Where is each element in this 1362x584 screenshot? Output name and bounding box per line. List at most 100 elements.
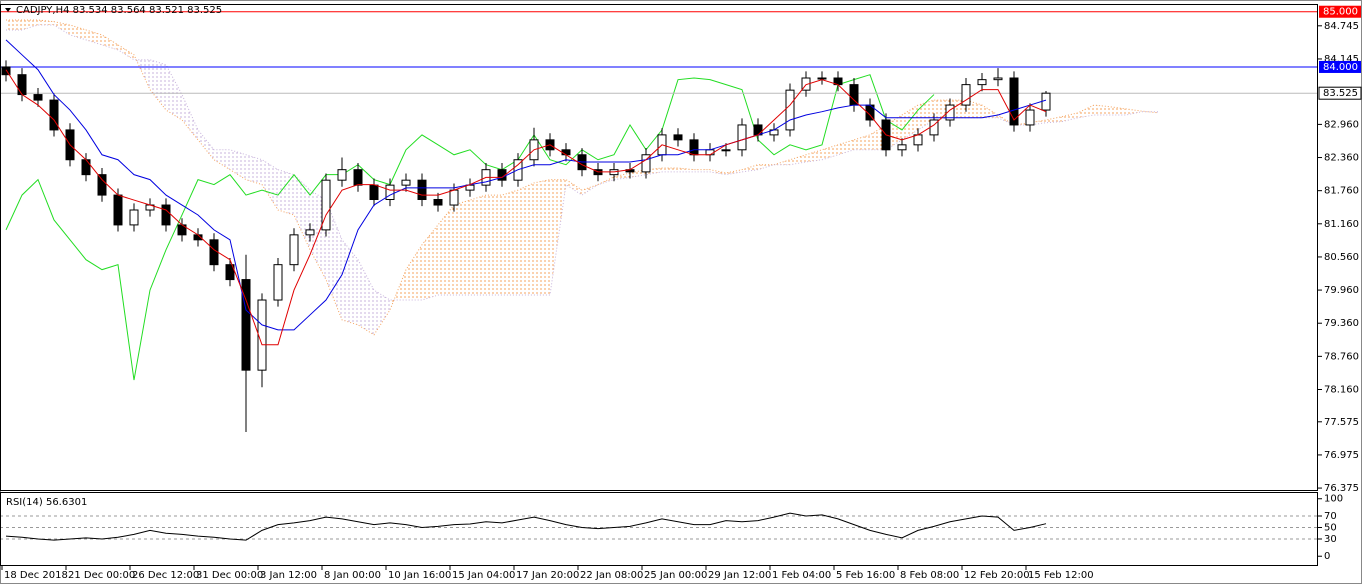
candle-body: [433, 199, 443, 206]
y-tick-label: 84.145: [1324, 54, 1359, 65]
candle-body: [257, 299, 267, 371]
candle-body: [721, 149, 731, 152]
x-tick-label: 26 Dec 12:00: [132, 570, 199, 581]
y-tick-label: 76.975: [1324, 450, 1359, 461]
x-tick-label: 18 Dec 2018: [4, 570, 68, 581]
candle-body: [385, 184, 395, 201]
rsi-tick-label: 30: [1324, 534, 1337, 545]
cloud-segment: [678, 168, 694, 172]
kijun-line: [5, 39, 1047, 331]
tenkan-line: [5, 69, 1047, 346]
y-tick-label: 84.745: [1324, 21, 1359, 32]
cloud-segment: [54, 21, 70, 35]
rsi-tick-label: 50: [1324, 522, 1337, 533]
cloud-segment: [246, 154, 262, 185]
level-label: 84.000: [1323, 62, 1358, 73]
y-tick-label: 78.160: [1324, 384, 1359, 395]
level-label: 85.000: [1323, 7, 1358, 18]
candle-body: [449, 189, 459, 206]
cloud-segment: [166, 64, 182, 120]
x-tick-label: 25 Jan 00:00: [644, 570, 707, 581]
candle-body: [977, 79, 987, 86]
cloud-segment: [486, 195, 502, 296]
x-tick-label: 22 Jan 08:00: [580, 570, 643, 581]
y-tick-label: 80.560: [1324, 252, 1359, 263]
cloud-segment: [342, 239, 358, 325]
cloud-segment: [838, 139, 854, 155]
cloud-segment: [406, 244, 422, 301]
y-tick-label: 81.160: [1324, 219, 1359, 230]
candle-body: [753, 124, 763, 136]
cloud-segment: [438, 205, 454, 296]
candle-body: [673, 134, 683, 141]
cloud-segment: [150, 59, 166, 111]
candle-body: [33, 94, 43, 101]
candle-body: [401, 179, 411, 186]
cloud-segment: [598, 176, 614, 185]
candle-body: [49, 99, 59, 131]
cloud-segment: [806, 149, 822, 162]
x-tick-label: 17 Jan 20:00: [516, 570, 579, 581]
candle-body: [129, 209, 139, 226]
cloud-segment: [262, 159, 278, 210]
candle-body: [113, 194, 123, 226]
y-tick-label: 82.360: [1324, 153, 1359, 164]
y-tick-label: 78.760: [1324, 351, 1359, 362]
main-plot: [1, 11, 1317, 433]
cloud-segment: [1062, 112, 1078, 122]
rsi-label: RSI(14) 56.6301: [6, 497, 87, 508]
candle-body: [1009, 77, 1019, 126]
candle-body: [241, 279, 251, 371]
cloud-segment: [1078, 105, 1094, 118]
cloud-segment: [614, 172, 630, 180]
candle-body: [1041, 92, 1051, 111]
x-tick-label: 21 Dec 00:00: [68, 570, 135, 581]
cloud-segment: [278, 169, 294, 215]
candle-body: [81, 159, 91, 176]
cloud-segment: [902, 105, 918, 140]
cloud-segment: [454, 200, 470, 296]
candle-body: [369, 184, 379, 201]
candle-body: [1025, 109, 1035, 126]
cloud-segment: [22, 20, 38, 30]
candle-body: [225, 264, 235, 281]
cloud-segment: [118, 44, 134, 60]
candle-body: [705, 149, 715, 156]
x-tick-label: 15 Feb 12:00: [1028, 570, 1094, 581]
rsi-panel: [0, 492, 1318, 566]
candle-body: [817, 77, 827, 80]
candle-body: [561, 149, 571, 156]
menu-arrow[interactable]: [5, 8, 11, 12]
cloud-segment: [182, 94, 198, 140]
rsi-line: [5, 512, 1047, 541]
candle-body: [289, 234, 299, 266]
chikou-line: [5, 74, 935, 381]
cloud-segment: [726, 169, 742, 175]
cloud-segment: [470, 195, 486, 296]
candle-body: [897, 144, 907, 151]
cloud-segment: [214, 149, 230, 170]
cloud-segment: [134, 54, 150, 90]
cloud-segment: [582, 184, 598, 196]
candle-body: [913, 134, 923, 146]
candle-body: [97, 174, 107, 196]
main-panel: [0, 4, 1318, 491]
candle-body: [17, 74, 27, 96]
candle-body: [1, 66, 11, 76]
y-tick-label: 82.960: [1324, 119, 1359, 130]
level-box: [1319, 5, 1361, 18]
axes: 84.745 84.145 82.960 82.360 81.760 81.160 80.5…: [1, 5, 1362, 581]
x-tick-label: 29 Jan 12:00: [708, 570, 771, 581]
candle-body: [161, 204, 171, 226]
candle-body: [641, 154, 651, 173]
cloud-segment: [1046, 116, 1062, 123]
level-box: [1319, 60, 1361, 73]
candle-body: [737, 124, 747, 151]
candle-body: [849, 84, 859, 106]
candle-body: [353, 169, 363, 186]
cloud-segment: [982, 105, 998, 118]
chart-title: CADJPY,H4 83.534 83.564 83.521 83.525: [16, 5, 222, 16]
cloud-segment: [70, 24, 86, 40]
cloud-segment: [710, 169, 726, 175]
